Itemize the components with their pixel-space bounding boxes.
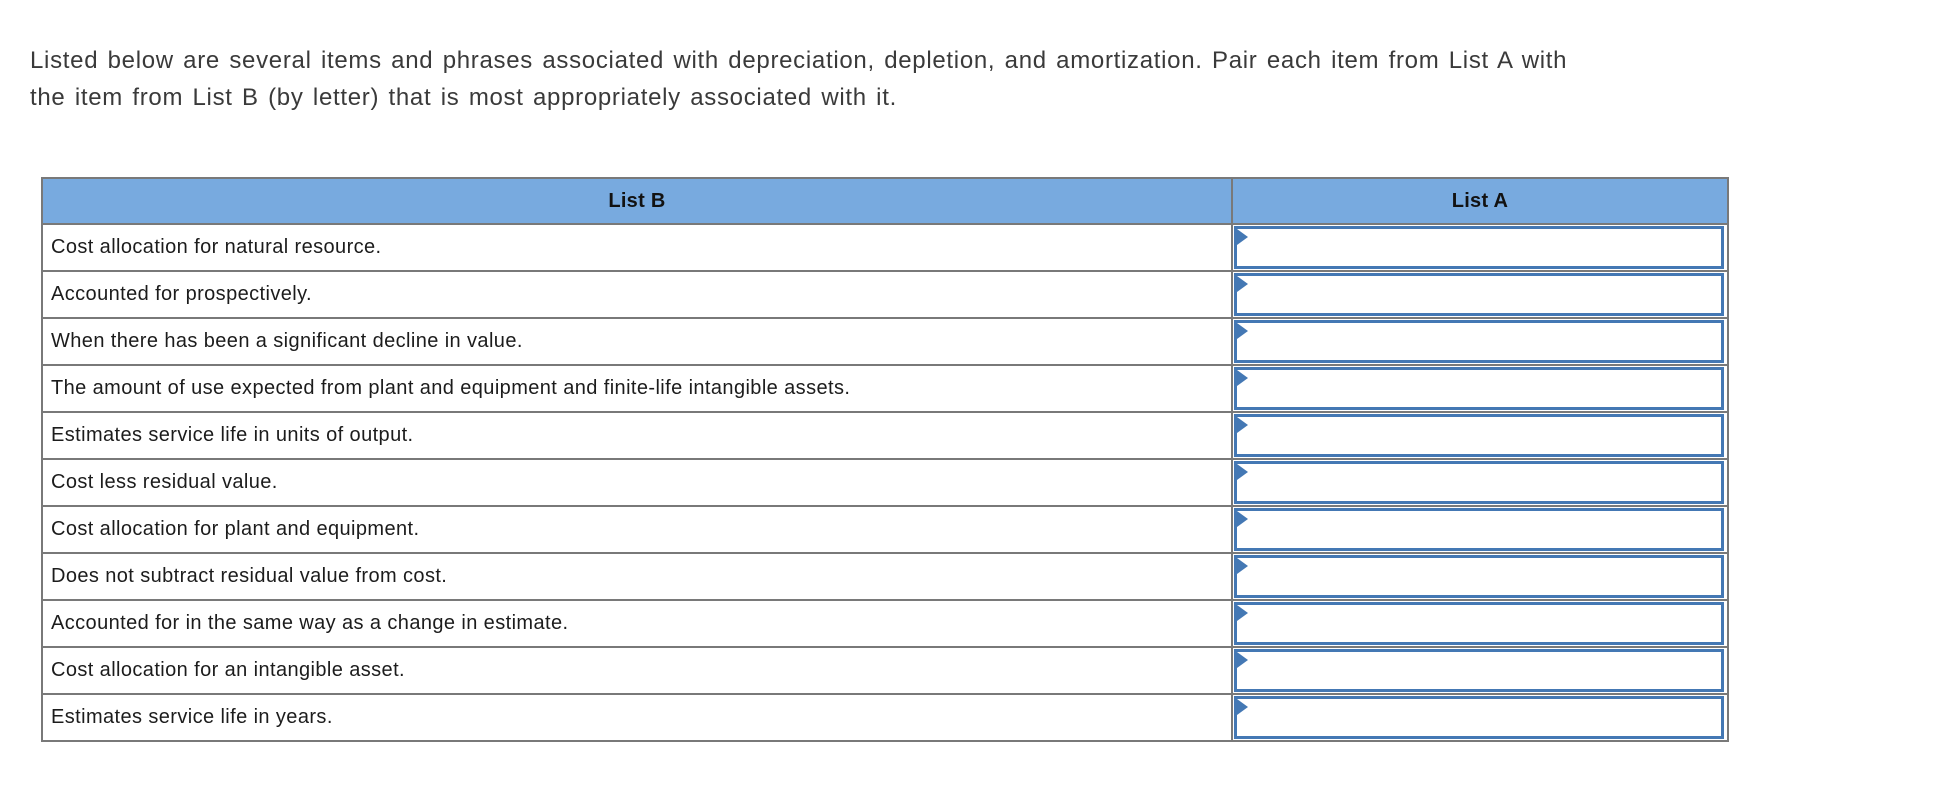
dropdown-triangle-icon bbox=[1237, 652, 1248, 668]
list-b-phrase-cell: Estimates service life in units of outpu… bbox=[43, 413, 1233, 458]
dropdown-triangle-icon bbox=[1237, 370, 1248, 386]
dropdown-triangle-icon bbox=[1237, 558, 1248, 574]
list-a-answer-cell bbox=[1233, 366, 1727, 411]
table-row: Does not subtract residual value from co… bbox=[43, 554, 1727, 601]
question-text: Listed below are several items and phras… bbox=[30, 42, 1920, 116]
list-a-answer-cell bbox=[1233, 601, 1727, 646]
list-b-phrase-cell: Cost less residual value. bbox=[43, 460, 1233, 505]
list-a-answer-cell bbox=[1233, 413, 1727, 458]
list-b-phrase-cell: The amount of use expected from plant an… bbox=[43, 366, 1233, 411]
list-b-phrase-text: Does not subtract residual value from co… bbox=[51, 565, 448, 587]
list-b-header: List B bbox=[43, 179, 1233, 223]
list-a-answer-cell bbox=[1233, 460, 1727, 505]
list-b-phrase-text: Cost allocation for plant and equipment. bbox=[51, 518, 420, 540]
list-b-phrase-cell: Cost allocation for plant and equipment. bbox=[43, 507, 1233, 552]
table-body: Cost allocation for natural resource. Ac… bbox=[43, 225, 1727, 740]
table-header-row: List B List A bbox=[43, 179, 1727, 225]
list-b-phrase-text: Accounted for in the same way as a chang… bbox=[51, 612, 569, 634]
list-b-phrase-text: Estimates service life in years. bbox=[51, 706, 333, 728]
question-line-2: the item from List B (by letter) that is… bbox=[30, 84, 897, 111]
dropdown-triangle-icon bbox=[1237, 699, 1248, 715]
answer-dropdown[interactable] bbox=[1234, 273, 1724, 316]
list-b-phrase-text: Accounted for prospectively. bbox=[51, 283, 312, 305]
answer-dropdown[interactable] bbox=[1234, 649, 1724, 692]
list-a-header: List A bbox=[1451, 189, 1509, 212]
dropdown-triangle-icon bbox=[1237, 605, 1248, 621]
table-row: Estimates service life in units of outpu… bbox=[43, 413, 1727, 460]
table-row: Estimates service life in years. bbox=[43, 695, 1727, 740]
answer-dropdown[interactable] bbox=[1234, 320, 1724, 363]
list-a-answer-cell bbox=[1233, 507, 1727, 552]
table-row: Cost less residual value. bbox=[43, 460, 1727, 507]
answer-dropdown[interactable] bbox=[1234, 367, 1724, 410]
answer-dropdown[interactable] bbox=[1234, 414, 1724, 457]
list-a-answer-cell bbox=[1233, 272, 1727, 317]
list-b-phrase-text: Estimates service life in units of outpu… bbox=[51, 424, 414, 446]
dropdown-triangle-icon bbox=[1237, 276, 1248, 292]
list-b-phrase-cell: Cost allocation for natural resource. bbox=[43, 225, 1233, 270]
list-b-phrase-text: Cost allocation for natural resource. bbox=[51, 236, 382, 258]
list-b-phrase-text: When there has been a significant declin… bbox=[51, 330, 523, 352]
list-b-phrase-cell: Estimates service life in years. bbox=[43, 695, 1233, 740]
list-b-phrase-cell: When there has been a significant declin… bbox=[43, 319, 1233, 364]
table-row: Cost allocation for natural resource. bbox=[43, 225, 1727, 272]
table-row: The amount of use expected from plant an… bbox=[43, 366, 1727, 413]
list-a-answer-cell bbox=[1233, 695, 1727, 740]
list-b-phrase-cell: Does not subtract residual value from co… bbox=[43, 554, 1233, 599]
answer-dropdown[interactable] bbox=[1234, 226, 1724, 269]
list-a-answer-cell bbox=[1233, 554, 1727, 599]
list-b-phrase-cell: Accounted for in the same way as a chang… bbox=[43, 601, 1233, 646]
table-row: Cost allocation for plant and equipment. bbox=[43, 507, 1727, 554]
matching-table: List B List A Cost allocation for natura… bbox=[41, 177, 1729, 742]
question-line-1: Listed below are several items and phras… bbox=[30, 47, 1568, 74]
list-b-phrase-text: Cost allocation for an intangible asset. bbox=[51, 659, 405, 681]
list-a-answer-cell bbox=[1233, 225, 1727, 270]
table-row: Cost allocation for an intangible asset. bbox=[43, 648, 1727, 695]
dropdown-triangle-icon bbox=[1237, 417, 1248, 433]
answer-dropdown[interactable] bbox=[1234, 508, 1724, 551]
table-row: Accounted for prospectively. bbox=[43, 272, 1727, 319]
dropdown-triangle-icon bbox=[1237, 464, 1248, 480]
list-a-answer-cell bbox=[1233, 648, 1727, 693]
answer-dropdown[interactable] bbox=[1234, 461, 1724, 504]
list-a-answer-cell bbox=[1233, 319, 1727, 364]
list-b-phrase-text: Cost less residual value. bbox=[51, 471, 278, 493]
list-b-phrase-cell: Accounted for prospectively. bbox=[43, 272, 1233, 317]
answer-dropdown[interactable] bbox=[1234, 555, 1724, 598]
dropdown-triangle-icon bbox=[1237, 323, 1248, 339]
dropdown-triangle-icon bbox=[1237, 229, 1248, 245]
answer-dropdown[interactable] bbox=[1234, 696, 1724, 739]
list-b-phrase-cell: Cost allocation for an intangible asset. bbox=[43, 648, 1233, 693]
answer-dropdown[interactable] bbox=[1234, 602, 1724, 645]
list-b-phrase-text: The amount of use expected from plant an… bbox=[51, 377, 851, 399]
dropdown-triangle-icon bbox=[1237, 511, 1248, 527]
table-row: When there has been a significant declin… bbox=[43, 319, 1727, 366]
table-row: Accounted for in the same way as a chang… bbox=[43, 601, 1727, 648]
